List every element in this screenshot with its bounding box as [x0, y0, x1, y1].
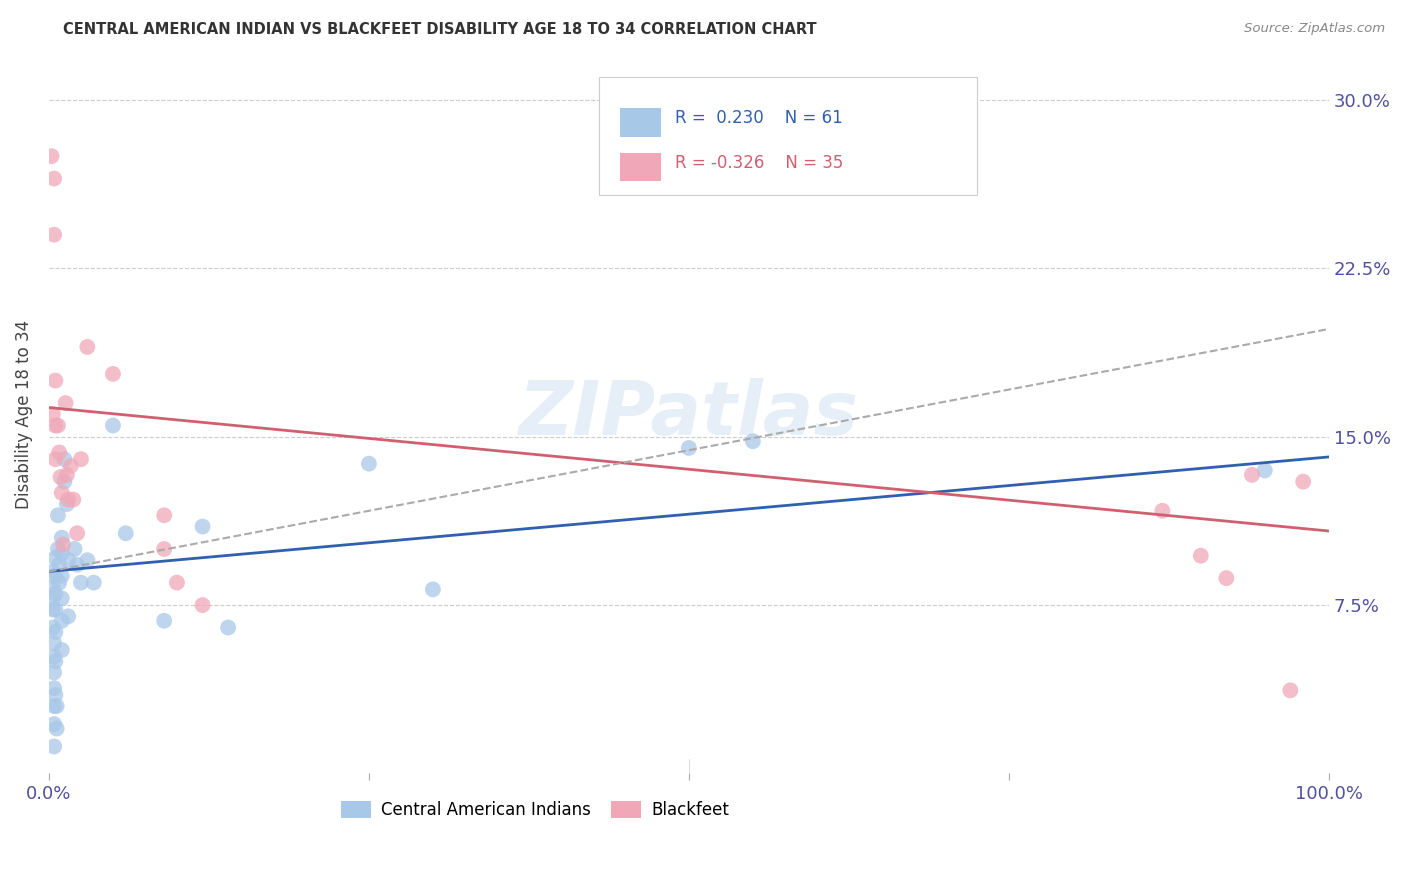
- Point: [46, 418, 69, 433]
- Point: [66, 526, 89, 541]
- Point: [44, 569, 66, 583]
- Point: [66, 558, 89, 572]
- Point: [51, 614, 73, 628]
- Text: R =  0.230    N = 61: R = 0.230 N = 61: [675, 110, 842, 128]
- Point: [53, 475, 76, 489]
- Point: [59, 458, 82, 473]
- Point: [53, 452, 76, 467]
- Point: [741, 434, 763, 449]
- Point: [166, 575, 188, 590]
- Point: [42, 717, 65, 731]
- Point: [62, 492, 84, 507]
- Point: [1240, 467, 1263, 482]
- Point: [83, 575, 105, 590]
- Point: [51, 531, 73, 545]
- Point: [42, 227, 65, 242]
- Point: [42, 699, 65, 714]
- Point: [42, 591, 65, 606]
- Point: [1254, 463, 1277, 477]
- Text: ZIPatlas: ZIPatlas: [519, 378, 859, 450]
- Point: [42, 665, 65, 680]
- Point: [55, 396, 77, 410]
- Point: [48, 445, 70, 459]
- Point: [76, 553, 98, 567]
- Point: [44, 625, 66, 640]
- Point: [46, 508, 69, 523]
- Point: [42, 565, 65, 579]
- Point: [51, 643, 73, 657]
- Point: [153, 614, 176, 628]
- Point: [44, 587, 66, 601]
- Point: [422, 582, 444, 597]
- Point: [101, 367, 124, 381]
- Point: [48, 558, 70, 572]
- FancyBboxPatch shape: [620, 153, 661, 181]
- Legend: Central American Indians, Blackfeet: Central American Indians, Blackfeet: [335, 795, 735, 826]
- Point: [76, 340, 98, 354]
- Point: [42, 621, 65, 635]
- Point: [63, 541, 86, 556]
- Point: [357, 457, 380, 471]
- Point: [70, 452, 93, 467]
- Point: [70, 575, 93, 590]
- Point: [51, 569, 73, 583]
- Point: [1215, 571, 1237, 585]
- Point: [52, 537, 75, 551]
- Point: [56, 553, 79, 567]
- Point: [153, 541, 176, 556]
- Point: [42, 649, 65, 664]
- Point: [42, 580, 65, 594]
- Point: [44, 602, 66, 616]
- Point: [45, 722, 67, 736]
- Point: [42, 407, 65, 421]
- Point: [114, 526, 136, 541]
- Y-axis label: Disability Age 18 to 34: Disability Age 18 to 34: [15, 319, 32, 508]
- Point: [1152, 504, 1174, 518]
- Point: [51, 591, 73, 606]
- Point: [44, 452, 66, 467]
- Point: [44, 550, 66, 565]
- Text: Source: ZipAtlas.com: Source: ZipAtlas.com: [1244, 22, 1385, 36]
- Point: [56, 467, 79, 482]
- Point: [42, 602, 65, 616]
- Point: [217, 621, 239, 635]
- Point: [42, 171, 65, 186]
- FancyBboxPatch shape: [620, 108, 661, 137]
- Point: [42, 636, 65, 650]
- Point: [45, 699, 67, 714]
- Text: CENTRAL AMERICAN INDIAN VS BLACKFEET DISABILITY AGE 18 TO 34 CORRELATION CHART: CENTRAL AMERICAN INDIAN VS BLACKFEET DIS…: [63, 22, 817, 37]
- Point: [51, 486, 73, 500]
- Point: [678, 441, 700, 455]
- Point: [101, 418, 124, 433]
- Point: [44, 374, 66, 388]
- Point: [1279, 683, 1302, 698]
- Point: [44, 688, 66, 702]
- Point: [153, 508, 176, 523]
- Point: [51, 546, 73, 560]
- Point: [1292, 475, 1315, 489]
- Point: [56, 492, 79, 507]
- Point: [44, 418, 66, 433]
- Point: [49, 470, 72, 484]
- FancyBboxPatch shape: [599, 77, 977, 195]
- Point: [1189, 549, 1212, 563]
- Text: R = -0.326    N = 35: R = -0.326 N = 35: [675, 154, 844, 172]
- Point: [48, 575, 70, 590]
- Point: [42, 739, 65, 754]
- Point: [56, 609, 79, 624]
- Point: [42, 681, 65, 695]
- Point: [56, 497, 79, 511]
- Point: [44, 654, 66, 668]
- Point: [41, 149, 63, 163]
- Point: [191, 598, 214, 612]
- Point: [191, 519, 214, 533]
- Point: [46, 541, 69, 556]
